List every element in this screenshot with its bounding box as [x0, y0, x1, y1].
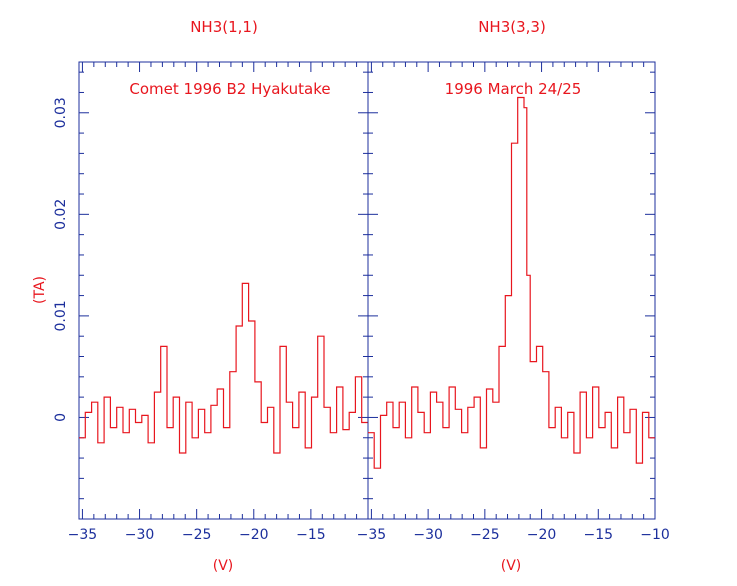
x-tick-label: −25 [182, 527, 212, 543]
y-axis-label: (TA) [32, 276, 48, 304]
spectrum-line [79, 282, 368, 454]
y-tick-label: 0 [53, 413, 69, 422]
tick-group: −35 −30 −25 −20 −15 −10 [357, 62, 670, 543]
x-tick-label: −30 [413, 527, 443, 543]
x-tick-label: −30 [125, 527, 155, 543]
tick-group: −35 −30 −25 −20 −15 0 0.01 0.02 0.03 [53, 62, 368, 543]
x-axis-label: (V) [501, 558, 522, 574]
y-tick-label: 0.03 [53, 97, 69, 128]
plot-frame [78, 61, 369, 520]
panel-title: NH3(3,3) [478, 18, 546, 36]
x-axis-label: (V) [213, 558, 234, 574]
x-tick-label: −35 [68, 527, 98, 543]
spectrum-line [368, 96, 655, 469]
x-tick-label: −15 [296, 527, 326, 543]
x-tick-label: −20 [527, 527, 557, 543]
comet-annotation: Comet 1996 B2 Hyakutake [129, 80, 330, 98]
x-tick-label: −25 [470, 527, 500, 543]
y-tick-label: 0.02 [53, 199, 69, 230]
x-tick-label: −10 [640, 527, 670, 543]
panel-title: NH3(1,1) [190, 18, 258, 36]
y-tick-label: 0.01 [53, 300, 69, 331]
x-tick-label: −20 [239, 527, 269, 543]
panel-nh3-33: NH3(3,3) 1996 March 24/25 (V) −35 −30 −25−… [357, 18, 670, 574]
date-annotation: 1996 March 24/25 [445, 80, 582, 98]
x-tick-label: −15 [584, 527, 614, 543]
x-tick-label: −35 [357, 527, 387, 543]
plot-frame [367, 61, 656, 520]
panel-nh3-11: NH3(1,1) Comet 1996 B2 Hyakutake (TA) (V… [32, 18, 369, 574]
